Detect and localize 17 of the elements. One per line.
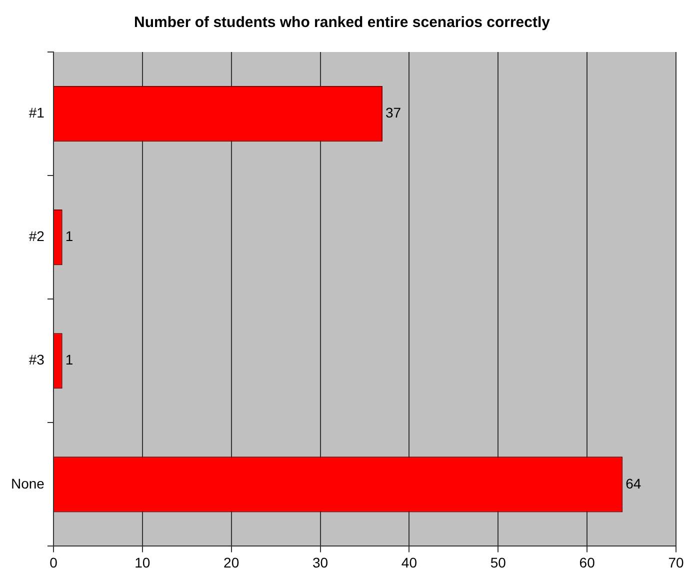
x-tick-label: 60 (579, 554, 596, 570)
x-tick-label: 70 (668, 554, 684, 570)
x-tick-label: 20 (224, 554, 240, 570)
data-label: 1 (65, 352, 74, 368)
y-tick-label: #3 (28, 352, 45, 368)
y-tick-label: #2 (28, 228, 45, 244)
x-tick-label: 30 (312, 554, 328, 570)
y-tick-label: None (11, 475, 45, 492)
x-tick-label: 50 (490, 554, 506, 570)
data-label: 64 (626, 475, 642, 492)
data-label: 37 (386, 104, 402, 121)
chart-title: Number of students who ranked entire scenarios correctly (134, 14, 551, 32)
y-tick-label: #1 (28, 104, 45, 121)
x-tick-label: 10 (134, 554, 150, 570)
x-tick-label: 40 (401, 554, 418, 570)
data-label: 1 (65, 228, 74, 244)
x-tick-label: 0 (50, 554, 58, 570)
